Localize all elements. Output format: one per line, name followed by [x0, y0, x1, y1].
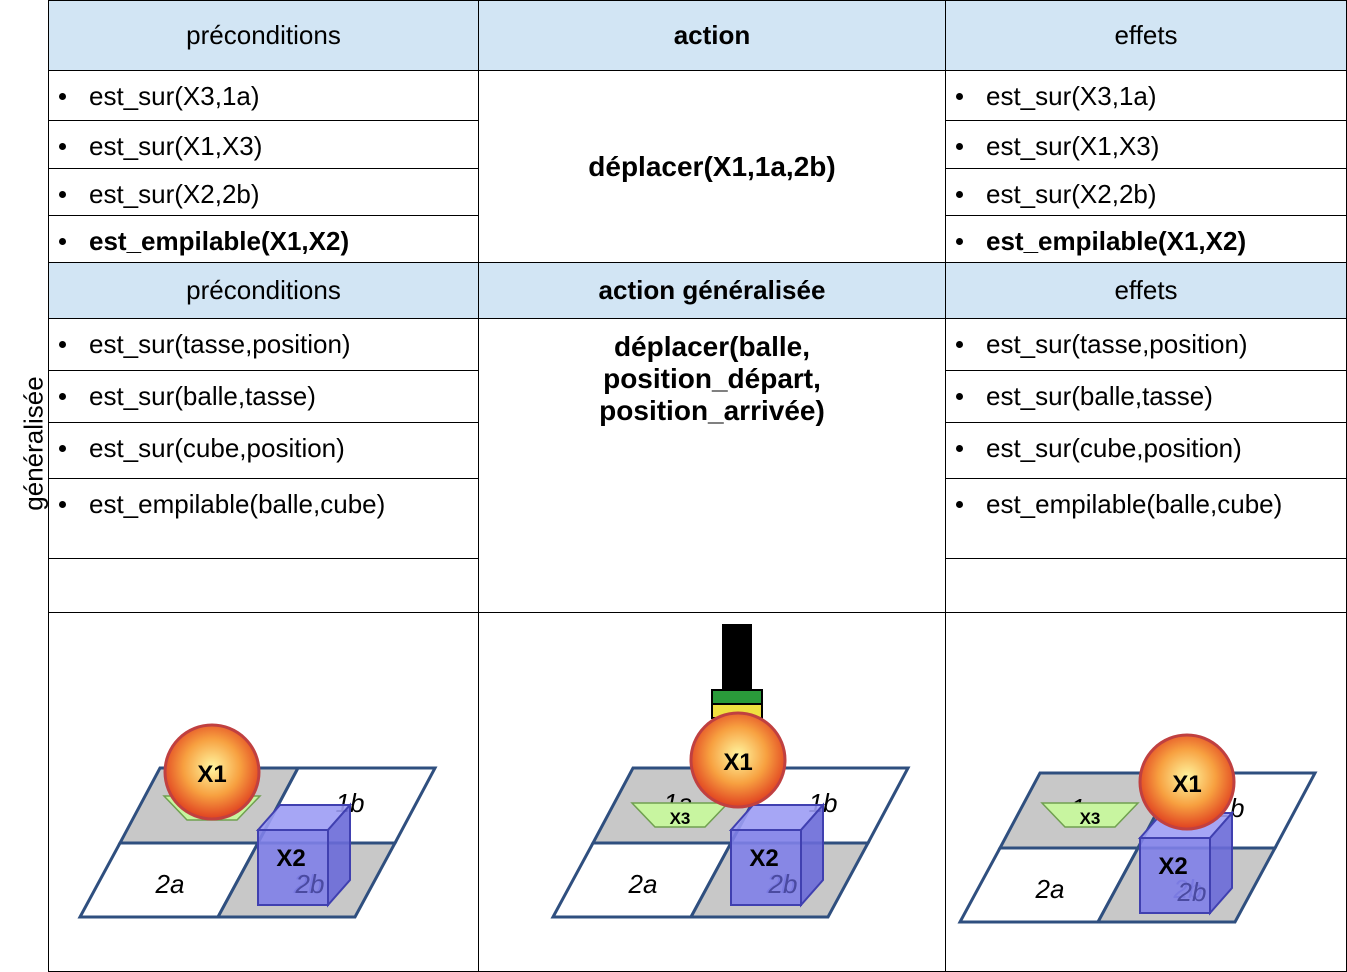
ball	[1138, 733, 1236, 831]
ball	[163, 723, 261, 821]
cube-cell-label: 2b	[295, 869, 325, 899]
cup	[1040, 802, 1140, 828]
cup-label: X3	[1080, 809, 1101, 828]
cube-label: X2	[276, 845, 305, 872]
effect: est_sur(tasse,position)	[945, 318, 1347, 371]
ball-label: X1	[1172, 771, 1201, 798]
cube-cell-label: 2b	[768, 869, 798, 899]
action-line: position_arrivée)	[599, 395, 825, 426]
action-line: déplacer(balle,	[613, 331, 811, 362]
generalized-action: déplacer(balle, position_départ, position_…	[478, 318, 946, 613]
header-cell: préconditions	[48, 0, 479, 71]
cup	[630, 802, 730, 828]
illustration: 1a1b2a2bX3X22bX1	[77, 723, 438, 919]
cell-label: 2a	[1035, 874, 1065, 904]
header-cell: effets	[945, 262, 1347, 319]
ball-label: X1	[197, 761, 226, 788]
cube-front	[1139, 837, 1211, 914]
cube-label: X2	[749, 845, 778, 872]
ball-label: X1	[723, 749, 752, 776]
ball	[689, 711, 787, 809]
cell-label: 2a	[628, 869, 658, 899]
cube-label: X2	[1158, 853, 1187, 880]
illustration: 1a1b2a2bX3X22bX1	[957, 733, 1318, 924]
cup-label: X3	[670, 809, 691, 828]
cube-front	[730, 829, 802, 906]
gripper-joint	[711, 689, 763, 705]
cube-front	[257, 829, 329, 906]
cell-label: 2a	[155, 869, 185, 899]
precondition: est_sur(cube,position)	[48, 422, 479, 479]
illustration: 1a1b2a2bX3X22bX1	[550, 624, 911, 919]
gripper-arm	[722, 624, 752, 690]
cube-cell-label: 2b	[1177, 877, 1207, 907]
header-cell: préconditions	[48, 262, 479, 319]
action-line: position_départ,	[603, 363, 821, 394]
header-cell: effets	[945, 0, 1347, 71]
